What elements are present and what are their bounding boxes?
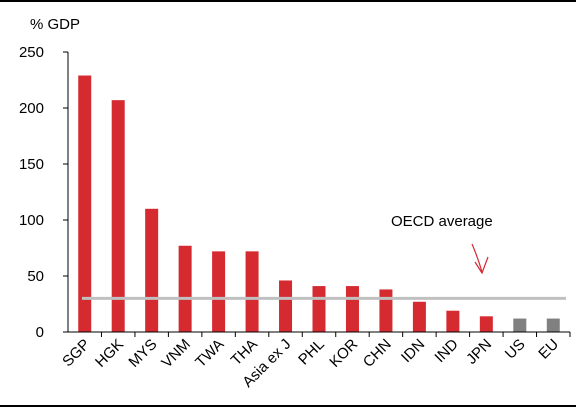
x-tick-label: CHN (360, 336, 395, 371)
x-tick-label: PHL (295, 336, 328, 369)
x-tick-label: HGK (92, 336, 127, 371)
bar-eu (546, 318, 560, 332)
x-tick-label: VNM (158, 336, 194, 372)
x-tick-label: EU (535, 336, 562, 363)
y-tick-label: 200 (19, 100, 44, 117)
x-tick-label: IDN (398, 336, 428, 366)
axes (67, 52, 571, 337)
bar-sgp (78, 75, 92, 333)
bar-idn (412, 301, 426, 332)
x-tick-label: SGP (59, 336, 93, 370)
bar-twa (212, 251, 226, 332)
bar-kor (345, 286, 359, 332)
bar-jpn (479, 316, 493, 332)
y-axis-ticks: 0 50 100 150 200 250 (19, 44, 68, 341)
x-tick-label: US (502, 336, 529, 363)
x-tick-label: MYS (125, 336, 160, 371)
y-tick-label: 100 (19, 212, 44, 229)
bottom-border (0, 405, 576, 407)
bar-phl (312, 286, 326, 332)
oecd-average-annotation: OECD average (391, 213, 493, 230)
bars (78, 75, 560, 333)
annotation-arrow-icon (471, 243, 489, 275)
bar-vnm (178, 245, 192, 332)
y-tick-label: 0 (36, 324, 44, 341)
y-tick-label: 150 (19, 156, 44, 173)
bar-us (513, 318, 527, 332)
bar-mys (145, 208, 159, 332)
x-tick-label: JPN (463, 336, 495, 368)
x-tick-label: TWA (192, 336, 227, 371)
bar-asia-ex-j (279, 280, 293, 332)
y-axis-label: % GDP (30, 16, 80, 33)
x-tick-label: IND (431, 336, 461, 366)
x-tick-label: KOR (326, 336, 361, 371)
bar-ind (446, 310, 460, 332)
top-border (0, 0, 576, 2)
bar-tha (245, 251, 259, 332)
bar-hgk (111, 100, 125, 332)
y-tick-label: 250 (19, 44, 44, 61)
y-tick-label: 50 (27, 268, 44, 285)
bar-chn (379, 289, 393, 332)
